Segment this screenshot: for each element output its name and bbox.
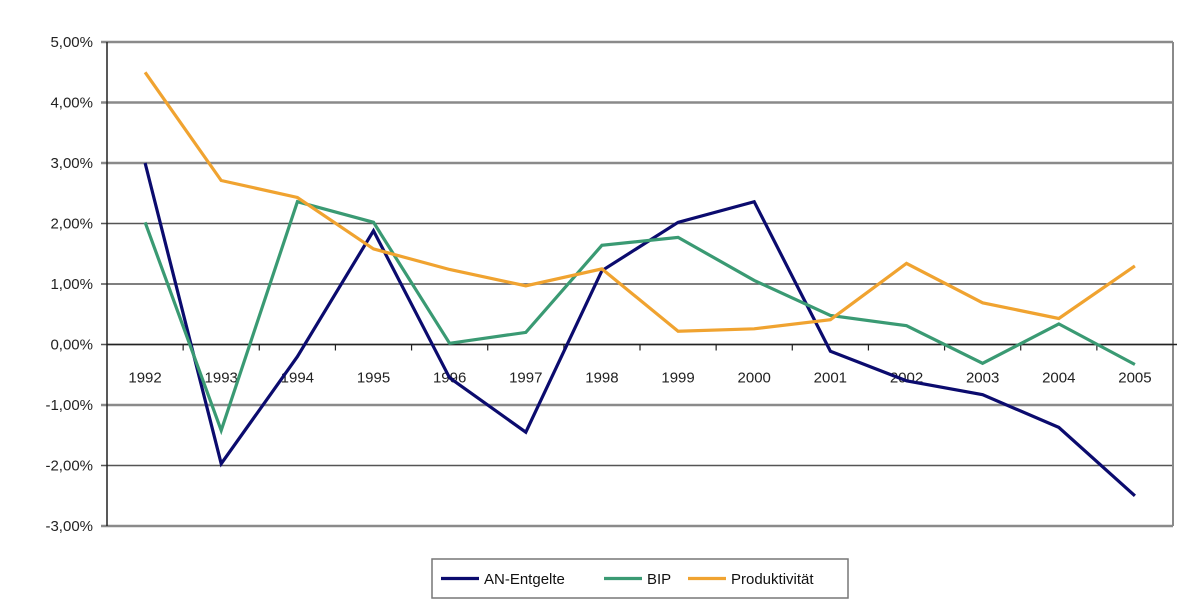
y-tick-label: -3,00% <box>45 518 93 535</box>
y-tick-label: 3,00% <box>50 155 93 172</box>
x-tick-label: 1999 <box>661 370 694 387</box>
x-tick-label: 2003 <box>966 370 999 387</box>
series-line-an-entgelte <box>143 162 1136 497</box>
y-tick-label: -1,00% <box>45 397 93 414</box>
legend-label: Produktivität <box>731 571 814 588</box>
x-tick-label: 1997 <box>509 370 542 387</box>
legend-label: AN-Entgelte <box>484 571 565 588</box>
gridlines <box>101 40 1173 528</box>
x-tick-label: 1993 <box>205 370 238 387</box>
axes <box>106 42 1177 527</box>
x-tick-label: 1998 <box>585 370 618 387</box>
x-tick-label: 1992 <box>128 370 161 387</box>
x-axis-tick-labels: 1992 1993 1994 1995 1996 1997 1998 1999 2000 2001… <box>128 370 1151 387</box>
y-tick-label: 1,00% <box>50 276 93 293</box>
y-axis-tick-labels: 5,00% 4,00% 3,00% 2,00% 1,00% 0,00% -1,00% -2,0… <box>45 34 93 535</box>
x-tick-label: 2004 <box>1042 370 1075 387</box>
x-tick-label: 2001 <box>814 370 847 387</box>
x-tick-label: 2000 <box>738 370 771 387</box>
y-tick-label: -2,00% <box>45 458 93 475</box>
x-tick-label: 1994 <box>281 370 314 387</box>
x-tick-label: 2005 <box>1118 370 1151 387</box>
y-tick-label: 2,00% <box>50 216 93 233</box>
y-tick-label: 5,00% <box>50 34 93 51</box>
legend: AN-Entgelte BIP Produktivität <box>431 558 849 599</box>
y-tick-label: 4,00% <box>50 95 93 112</box>
series-line-produktivit-t <box>143 71 1136 333</box>
y-tick-label: 0,00% <box>50 337 93 354</box>
legend-label: BIP <box>647 571 671 588</box>
series-lines <box>143 71 1136 497</box>
x-tick-label: 1995 <box>357 370 390 387</box>
